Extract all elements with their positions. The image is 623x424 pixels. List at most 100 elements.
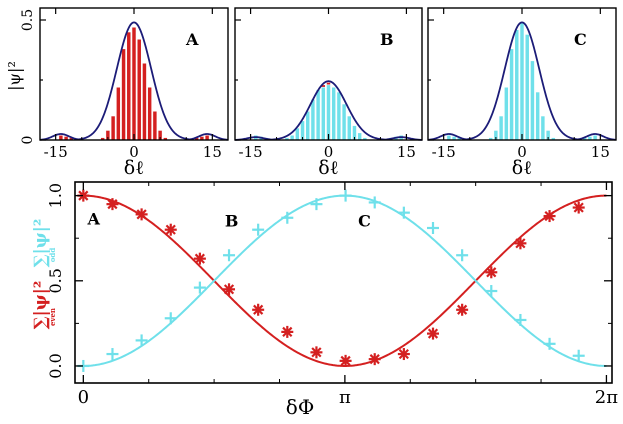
envelope-curve bbox=[39, 21, 229, 141]
bar-cyan bbox=[341, 103, 347, 141]
envelope-curve bbox=[427, 21, 617, 141]
data-point-red bbox=[456, 303, 469, 316]
data-point-red bbox=[223, 283, 236, 296]
y-tick-label: 0.0 bbox=[46, 353, 65, 378]
y-tick-label: 0.5 bbox=[46, 268, 65, 293]
x-axis-label: δℓ bbox=[124, 157, 145, 179]
x-tick-label: 15 bbox=[397, 143, 416, 161]
marker-stroke bbox=[427, 328, 439, 339]
marker-stroke bbox=[311, 347, 322, 358]
marker-stroke bbox=[78, 190, 89, 201]
bar-red bbox=[147, 86, 153, 141]
data-point-cyan bbox=[135, 334, 148, 347]
theory-curve-red bbox=[83, 194, 607, 367]
data-point-red bbox=[368, 353, 381, 366]
data-point-red bbox=[164, 223, 177, 236]
bar-cyan bbox=[346, 115, 352, 141]
bar-cyan bbox=[498, 115, 504, 141]
y-axis-label: |ψ|² bbox=[5, 61, 24, 91]
data-point-cyan bbox=[193, 281, 206, 294]
marker-stroke bbox=[136, 209, 147, 220]
data-point-cyan bbox=[368, 196, 381, 209]
bar-red bbox=[152, 110, 158, 141]
bar-red bbox=[58, 134, 64, 141]
data-point-red bbox=[339, 354, 352, 367]
data-point-red bbox=[485, 266, 498, 279]
bar-red bbox=[121, 48, 126, 141]
y-tick-label: 1.0 bbox=[46, 183, 65, 208]
data-point-red bbox=[135, 208, 148, 221]
x-tick-label: 0 bbox=[129, 143, 139, 161]
marker-stroke bbox=[369, 354, 380, 365]
annotation-label: A bbox=[86, 210, 100, 229]
marker-stroke bbox=[194, 253, 205, 264]
marker-stroke bbox=[282, 326, 293, 337]
y-axis-label-even-subscript: even bbox=[48, 308, 57, 326]
bar-cyan bbox=[315, 89, 321, 141]
panel-label: A bbox=[185, 30, 199, 49]
data-point-red bbox=[397, 348, 410, 361]
marker-stroke bbox=[223, 284, 235, 295]
bar-cyan bbox=[331, 86, 337, 141]
data-point-red bbox=[543, 210, 556, 223]
data-point-cyan bbox=[514, 313, 527, 326]
marker-stroke bbox=[486, 267, 497, 278]
bar-cyan bbox=[514, 29, 520, 141]
data-point-red bbox=[106, 198, 119, 211]
x-axis-label: δΦ bbox=[286, 395, 314, 419]
data-point-cyan bbox=[223, 249, 236, 262]
bar-red bbox=[116, 86, 121, 141]
marker-stroke bbox=[253, 304, 264, 315]
data-point-cyan bbox=[397, 206, 410, 219]
bar-cyan bbox=[530, 60, 535, 141]
x-axis-label: δℓ bbox=[318, 157, 339, 179]
x-tick-label: π bbox=[339, 387, 351, 408]
panel-C: -15 0 15 Cδℓ bbox=[427, 7, 617, 179]
bar-cyan bbox=[519, 22, 525, 141]
y-axis-label-odd-subscript: odd bbox=[48, 248, 57, 263]
bar-cyan bbox=[509, 48, 514, 141]
bar-cyan bbox=[320, 86, 326, 141]
y-tick-label: 0.5 bbox=[20, 9, 36, 31]
annotation-label: C bbox=[358, 211, 371, 230]
bar-cyan bbox=[336, 91, 342, 141]
marker-stroke bbox=[457, 304, 468, 315]
marker-stroke bbox=[573, 202, 584, 213]
data-point-cyan bbox=[456, 249, 469, 262]
x-tick-label: 15 bbox=[203, 143, 222, 161]
panel-label: B bbox=[380, 30, 394, 49]
x-tick-label: -15 bbox=[239, 143, 263, 161]
bar-red bbox=[204, 134, 210, 141]
panel-A: -15 0 15 0 0.5 |ψ|² Aδℓ bbox=[5, 7, 229, 179]
bar-red bbox=[126, 31, 132, 141]
annotation-label: B bbox=[225, 211, 239, 230]
data-point-red bbox=[193, 252, 206, 265]
marker-stroke bbox=[107, 199, 118, 210]
panel-label: C bbox=[574, 30, 587, 49]
x-tick-label: 15 bbox=[591, 143, 610, 161]
data-point-cyan bbox=[164, 312, 177, 325]
plot-frame bbox=[74, 181, 613, 384]
marker-stroke bbox=[165, 224, 176, 235]
bar-red bbox=[131, 26, 137, 141]
x-tick-label: 0 bbox=[517, 143, 527, 161]
bar-cyan bbox=[446, 134, 452, 141]
y-axis-label-even-text: ∑|ψ|² bbox=[31, 281, 51, 330]
data-point-cyan bbox=[572, 349, 585, 362]
bar-red bbox=[110, 115, 116, 141]
data-point-cyan bbox=[543, 337, 556, 350]
x-tick-label: 0 bbox=[324, 143, 334, 161]
bar-cyan bbox=[305, 110, 311, 141]
data-point-red bbox=[310, 346, 323, 359]
data-point-red bbox=[77, 189, 90, 202]
data-point-red bbox=[514, 237, 527, 250]
data-point-red bbox=[427, 327, 439, 340]
bar-cyan bbox=[503, 86, 509, 141]
bar-cyan bbox=[357, 132, 362, 141]
data-point-cyan bbox=[310, 198, 323, 211]
data-point-red bbox=[252, 303, 265, 316]
bar-cyan bbox=[540, 115, 546, 141]
